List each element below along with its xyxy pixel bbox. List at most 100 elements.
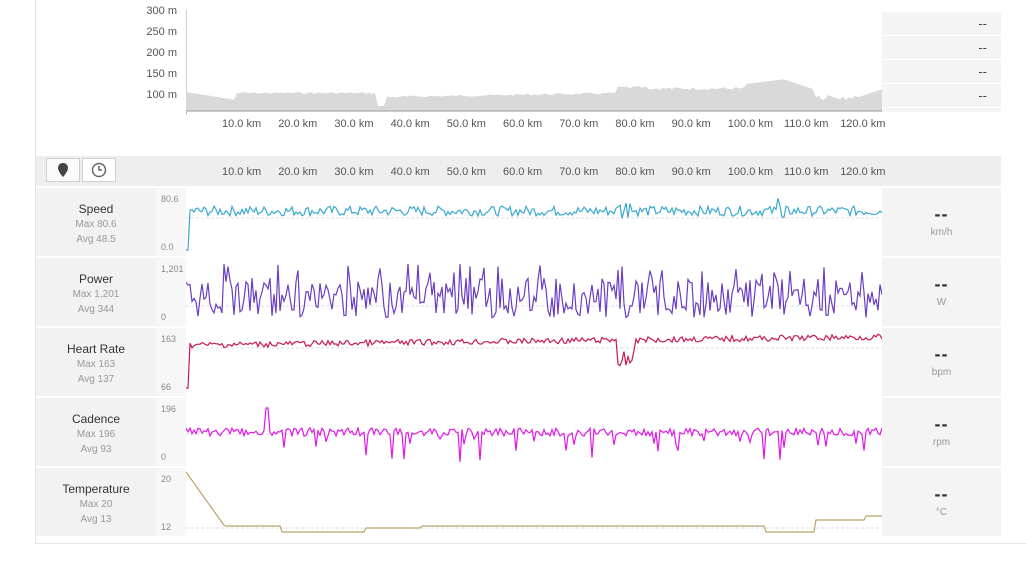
metric-y-min: 12 [161, 522, 172, 532]
km-tick-label: 10.0 km [222, 118, 262, 130]
metric-y-max: 196 [161, 404, 177, 414]
metric-current: -- rpm [882, 398, 1001, 466]
metric-unit: bpm [931, 367, 952, 378]
km-tick-label: 100.0 km [727, 118, 774, 130]
metric-y-min: 0 [161, 452, 167, 462]
metric-label: Heart Rate Max 163 Avg 137 [36, 328, 156, 396]
km-tick-label: 40.0 km [390, 166, 430, 178]
metric-series-line [186, 407, 883, 462]
metric-avg: Avg 13 [80, 514, 112, 525]
map-pin-button[interactable] [46, 158, 80, 182]
metric-series-line [186, 198, 883, 251]
metric-y-max: 20 [161, 474, 172, 484]
bottom-rule [35, 543, 1026, 544]
metric-max: Max 80.6 [75, 219, 117, 230]
metric-y-max: 80.6 [161, 194, 179, 204]
metric-avg: Avg 93 [80, 444, 112, 455]
km-tick-label: 110.0 km [784, 118, 829, 130]
km-tick-label: 50.0 km [446, 118, 486, 130]
km-tick-label: 120.0 km [840, 118, 886, 130]
metric-gutter [156, 468, 186, 536]
km-tick-label: 20.0 km [278, 166, 318, 178]
metric-label: Power Max 1,201 Avg 344 [36, 258, 156, 326]
metric-row-cadence: Cadence Max 196 Avg 93 196 0 -- rpm [36, 398, 1001, 466]
metric-y-max: 163 [161, 334, 177, 344]
metric-current: -- W [882, 258, 1001, 326]
km-tick-label: 60.0 km [503, 118, 543, 130]
metric-chart[interactable] [186, 468, 883, 536]
km-tick-label: 70.0 km [559, 166, 599, 178]
metric-label: Cadence Max 196 Avg 93 [36, 398, 156, 466]
metric-unit: km/h [930, 227, 953, 238]
metric-name: Heart Rate [66, 342, 126, 356]
metric-name: Power [78, 272, 113, 286]
elevation-stats-panel: -- -- -- -- [882, 12, 1001, 112]
metric-series-line [186, 333, 883, 389]
metric-series-line [186, 471, 882, 533]
metric-unit: °C [935, 507, 948, 518]
km-tick-label: 120.0 km [840, 166, 886, 178]
metric-row-power: Power Max 1,201 Avg 344 1,201 0 -- W [36, 258, 1001, 326]
metric-chart[interactable] [186, 188, 883, 256]
metric-current-value: -- [934, 344, 949, 364]
metric-row-temperature: Temperature Max 20 Avg 13 20 12 -- °C [36, 468, 1001, 536]
metric-current-value: -- [934, 204, 949, 224]
km-tick-label: 30.0 km [334, 118, 374, 130]
metric-current-value: -- [934, 274, 949, 294]
metric-chart[interactable] [186, 398, 883, 466]
metric-max: Max 1,201 [72, 289, 120, 300]
metric-gutter [156, 328, 186, 396]
metric-gutter [156, 398, 186, 466]
km-tick-label: 30.0 km [334, 166, 374, 178]
metric-gutter [156, 188, 186, 256]
chart-toolbar [36, 156, 1001, 186]
left-rule [35, 0, 36, 543]
km-tick-label: 110.0 km [784, 166, 829, 178]
clock-button[interactable] [82, 158, 116, 182]
elevation-profile[interactable] [186, 10, 883, 130]
metric-row-speed: Speed Max 80.6 Avg 48.5 80.6 0.0 -- km/h [36, 188, 1001, 256]
km-tick-label: 20.0 km [278, 118, 318, 130]
elevation-tick: 100 m [146, 89, 177, 101]
km-tick-label: 80.0 km [615, 118, 655, 130]
metric-y-min: 0 [161, 312, 167, 322]
km-tick-label: 100.0 km [727, 166, 774, 178]
metric-row-heart-rate: Heart Rate Max 163 Avg 137 163 66 -- bpm [36, 328, 1001, 396]
metric-current-value: -- [934, 414, 949, 434]
elevation-tick: 250 m [146, 26, 177, 38]
metric-unit: rpm [932, 437, 951, 448]
metric-avg: Avg 48.5 [76, 234, 116, 245]
km-tick-label: 70.0 km [559, 118, 599, 130]
metric-y-min: 66 [161, 382, 172, 392]
elevation-stat-value: -- [882, 12, 1001, 36]
metric-chart[interactable] [186, 258, 883, 326]
elevation-stat-value: -- [882, 84, 1001, 108]
map-pin-icon [58, 163, 68, 177]
km-tick-label: 90.0 km [671, 166, 711, 178]
metric-max: Max 163 [76, 359, 116, 370]
metric-label: Temperature Max 20 Avg 13 [36, 468, 156, 536]
elevation-tick: 200 m [146, 47, 177, 59]
metric-avg: Avg 137 [77, 374, 115, 385]
clock-icon [91, 162, 107, 178]
km-tick-label: 80.0 km [615, 166, 655, 178]
metric-name: Temperature [62, 482, 130, 496]
metric-gutter [156, 258, 186, 326]
elevation-stat-value: -- [882, 60, 1001, 84]
metric-name: Speed [78, 202, 114, 216]
metric-current: -- km/h [882, 188, 1001, 256]
metric-chart[interactable] [186, 328, 883, 396]
metric-name: Cadence [71, 412, 121, 426]
metric-current: -- bpm [882, 328, 1001, 396]
metric-y-min: 0.0 [161, 242, 174, 252]
km-tick-label: 50.0 km [446, 166, 486, 178]
metric-max: Max 20 [79, 499, 113, 510]
elevation-tick: 300 m [146, 5, 177, 17]
metric-max: Max 196 [76, 429, 116, 440]
elevation-area [186, 79, 883, 111]
km-tick-label: 60.0 km [503, 166, 543, 178]
elevation-stat-value: -- [882, 36, 1001, 60]
km-tick-label: 10.0 km [222, 166, 262, 178]
metric-series-line [186, 264, 883, 319]
metric-y-max: 1,201 [161, 264, 184, 274]
